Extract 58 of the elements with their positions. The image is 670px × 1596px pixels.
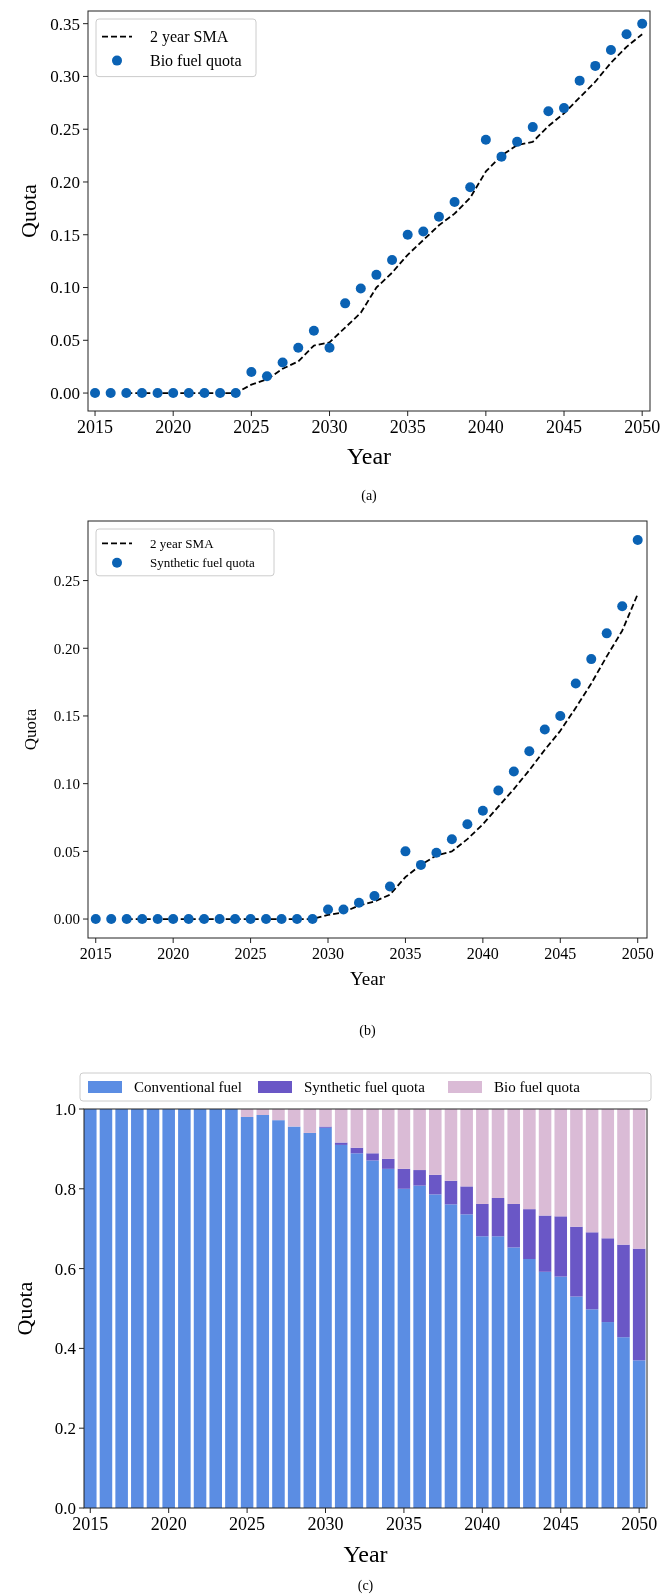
x-tick-label: 2050 — [621, 1514, 658, 1535]
legend-label: Synthetic fuel quota — [150, 555, 255, 571]
y-tick-label: 0.8 — [54, 1179, 76, 1199]
x-tick-label: 2050 — [621, 944, 654, 962]
y-tick-label: 0.10 — [50, 278, 80, 298]
x-tick-label: 2035 — [389, 417, 426, 438]
x-tick-label: 2025 — [234, 944, 267, 962]
x-tick-label: 2030 — [312, 944, 345, 962]
x-tick-label: 2015 — [77, 417, 114, 438]
y-axis-title: Quota — [21, 708, 40, 751]
x-tick-label: 2020 — [150, 1514, 187, 1535]
x-tick-label: 2040 — [467, 417, 504, 438]
legend-label: 2 year SMA — [150, 535, 215, 551]
text: (b) — [359, 1023, 376, 1039]
y-tick-label: 0.15 — [53, 708, 80, 725]
x-tick-label: 2045 — [546, 417, 583, 438]
x-axis-title: Year — [343, 1541, 388, 1567]
y-tick-label: 0.00 — [53, 911, 80, 928]
legend-label: Conventional fuel — [134, 1079, 242, 1096]
y-tick-label: 1.0 — [54, 1099, 76, 1119]
text: (a) — [361, 488, 378, 504]
x-tick-label: 2040 — [466, 944, 499, 962]
x-tick-label: 2050 — [624, 417, 661, 438]
y-tick-label: 0.4 — [54, 1339, 77, 1359]
y-tick-label: 0.05 — [53, 843, 80, 860]
x-tick-label: 2020 — [155, 417, 192, 438]
x-tick-label: 2045 — [544, 944, 577, 962]
y-tick-label: 0.25 — [50, 120, 80, 140]
x-tick-label: 2030 — [311, 417, 348, 438]
y-tick-label: 0.6 — [54, 1259, 76, 1279]
legend-label: Synthetic fuel quota — [304, 1079, 426, 1096]
x-tick-label: 2025 — [233, 417, 270, 438]
legend-label: 2 year SMA — [150, 28, 229, 47]
y-tick-label: 0.35 — [50, 14, 80, 34]
x-axis-title: Year — [349, 968, 386, 989]
y-tick-label: 0.20 — [53, 640, 80, 657]
y-tick-label: 0.20 — [50, 172, 80, 192]
x-tick-label: 2025 — [229, 1514, 266, 1535]
y-tick-label: 0.15 — [50, 225, 80, 245]
x-tick-label: 2015 — [79, 944, 112, 962]
x-tick-label: 2035 — [389, 944, 422, 962]
legend-label: Bio fuel quota — [150, 52, 242, 71]
y-tick-label: 0.10 — [53, 775, 80, 792]
y-tick-label: 0.2 — [54, 1419, 76, 1439]
x-axis-title: Year — [346, 443, 392, 469]
y-tick-label: 0.05 — [50, 331, 80, 351]
x-tick-label: 2020 — [157, 944, 190, 962]
text: (c) — [357, 1578, 374, 1594]
y-tick-label: 0.00 — [50, 384, 80, 404]
y-axis-title: Quota — [16, 183, 41, 238]
legend-label: Bio fuel quota — [494, 1079, 581, 1096]
x-tick-label: 2030 — [307, 1514, 344, 1535]
x-tick-label: 2035 — [385, 1514, 422, 1535]
y-tick-label: 0.25 — [53, 572, 80, 589]
x-tick-label: 2040 — [464, 1514, 501, 1535]
x-tick-label: 2045 — [542, 1514, 579, 1535]
y-tick-label: 0.30 — [50, 67, 80, 87]
y-axis-title: Quota — [12, 1281, 37, 1336]
